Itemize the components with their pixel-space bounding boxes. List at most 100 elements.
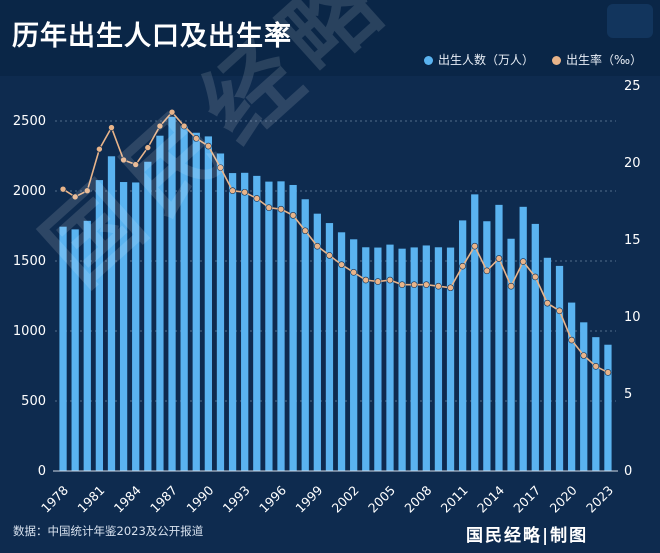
rate-point xyxy=(217,164,224,171)
x-tick-label: 1993 xyxy=(220,483,253,516)
bar xyxy=(362,247,370,471)
footer-brand: 国民经略|制图 xyxy=(466,526,589,546)
rate-point xyxy=(168,108,176,116)
bar xyxy=(144,161,152,472)
rate-point xyxy=(423,281,430,288)
bar xyxy=(507,238,515,471)
rate-point xyxy=(277,205,285,213)
bar xyxy=(168,116,176,472)
bar xyxy=(180,126,188,472)
x-tick-label: 2017 xyxy=(510,483,543,516)
x-tick-label: 2005 xyxy=(365,483,398,516)
rate-point xyxy=(59,185,67,193)
bar xyxy=(410,247,418,471)
rate-point xyxy=(180,122,188,130)
rate-point xyxy=(192,135,200,142)
legend-births: 出生人数（万人） xyxy=(424,51,534,68)
bar xyxy=(83,220,91,471)
x-tick-label: 1987 xyxy=(147,483,180,516)
rate-point xyxy=(568,336,575,344)
bar xyxy=(241,172,249,472)
rate-point xyxy=(205,142,212,150)
rate-point xyxy=(326,252,333,259)
bar xyxy=(71,229,79,471)
title-band xyxy=(0,0,660,76)
rate-point xyxy=(471,242,479,250)
bar xyxy=(265,181,273,471)
bar xyxy=(386,244,394,471)
rate-point xyxy=(83,187,91,195)
legend-line-swatch xyxy=(552,56,561,65)
rate-point xyxy=(265,204,273,211)
x-tick-label: 1999 xyxy=(292,482,325,515)
bar xyxy=(374,247,382,471)
data-source: 数据：中国统计年鉴2023及公开报道 xyxy=(13,524,204,538)
rate-point xyxy=(108,124,115,131)
rate-point xyxy=(338,261,345,268)
bar xyxy=(216,153,225,472)
rate-point xyxy=(580,352,588,359)
bar xyxy=(543,257,552,471)
bar xyxy=(531,223,539,471)
rate-point xyxy=(374,278,382,285)
rate-point xyxy=(71,193,79,201)
rate-point xyxy=(289,212,297,219)
rate-line xyxy=(62,110,609,374)
bar xyxy=(422,245,430,471)
rate-point xyxy=(447,284,454,292)
y-left-tick-label: 2000 xyxy=(13,184,46,199)
y-left-tick-label: 500 xyxy=(21,394,46,409)
rate-point xyxy=(301,227,309,235)
rate-point xyxy=(556,307,563,315)
rate-point xyxy=(120,156,127,164)
y-right-tick-label: 15 xyxy=(624,233,641,248)
x-tick-label: 1984 xyxy=(111,482,144,515)
bar xyxy=(483,221,491,471)
rate-point xyxy=(253,195,261,202)
x-tick-label: 1981 xyxy=(74,483,107,516)
rate-point xyxy=(483,267,491,275)
bar xyxy=(156,135,164,471)
rate-point xyxy=(144,144,152,151)
y-right-tick-label: 10 xyxy=(624,310,641,325)
x-tick-label: 1996 xyxy=(256,482,289,515)
bar xyxy=(228,173,237,471)
y-right-tick-label: 25 xyxy=(624,79,641,94)
bar xyxy=(495,204,503,472)
x-tick-label: 2011 xyxy=(438,483,471,516)
y-right-tick-label: 20 xyxy=(624,156,641,171)
chart-title: 历年出生人口及出生率 xyxy=(12,21,292,52)
bar xyxy=(277,181,285,471)
rate-point xyxy=(229,187,236,195)
bar xyxy=(204,136,212,471)
rate-point xyxy=(96,145,103,153)
bar xyxy=(95,180,104,471)
rate-point xyxy=(459,262,466,270)
bar xyxy=(459,220,467,471)
bar xyxy=(592,337,600,471)
rate-point xyxy=(398,281,406,288)
y-left-tick-label: 1000 xyxy=(13,324,46,339)
x-tick-label: 1990 xyxy=(183,482,216,515)
bar xyxy=(446,247,455,471)
rate-point xyxy=(519,258,527,265)
x-tick-label: 2008 xyxy=(401,482,434,515)
bar xyxy=(132,182,140,471)
bar xyxy=(580,322,588,471)
bar xyxy=(398,248,406,471)
bar xyxy=(253,175,261,471)
bar xyxy=(555,265,564,471)
bar xyxy=(337,232,346,471)
bar xyxy=(325,223,334,471)
x-tick-label: 2002 xyxy=(329,483,362,516)
rate-point xyxy=(495,255,503,262)
bar xyxy=(289,184,297,472)
bar xyxy=(192,132,200,471)
bar xyxy=(59,226,67,471)
rate-point xyxy=(132,161,140,168)
y-left-tick-label: 1500 xyxy=(13,254,46,269)
rate-point xyxy=(592,362,600,370)
bar xyxy=(350,239,358,471)
y-left-tick-label: 2500 xyxy=(13,114,46,129)
